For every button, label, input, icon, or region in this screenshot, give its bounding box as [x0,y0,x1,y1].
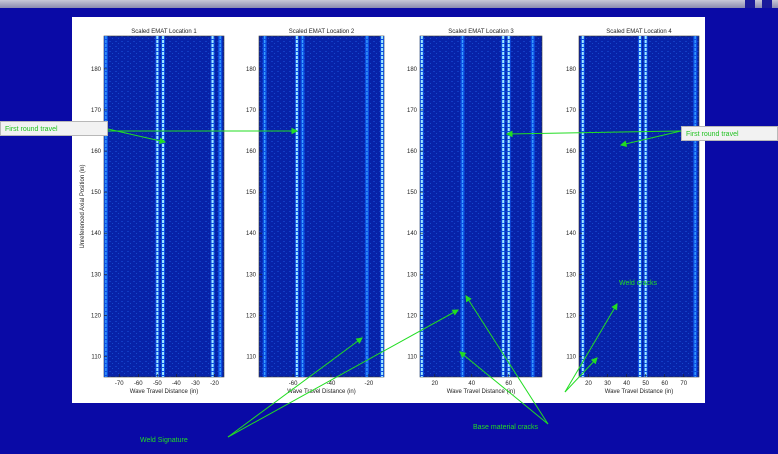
x-tick-label: 40 [623,381,630,387]
x-tick-label: 20 [585,381,592,387]
x-tick-label: 50 [642,381,649,387]
y-tick-label: 120 [246,313,257,319]
x-axis-label: Wave Travel Distance (in) [130,389,198,395]
y-tick-label: 170 [246,108,257,114]
y-tick-label: 150 [91,190,102,196]
y-tick-label: 160 [407,149,418,155]
y-tick-label: 160 [566,149,577,155]
panel-title: Scaled EMAT Location 4 [606,29,672,35]
y-tick-label: 130 [566,272,577,278]
y-tick-label: 160 [91,149,102,155]
x-tick-label: -70 [115,381,124,387]
panel-title: Scaled EMAT Location 2 [289,29,355,35]
first-round-travel-label-right: First round travel [681,126,778,141]
y-tick-label: 150 [566,190,577,196]
base-material-cracks-label: Base material cracks [473,424,538,431]
y-tick-label: 110 [566,354,576,360]
y-tick-label: 180 [407,67,418,73]
y-tick-label: 150 [407,190,418,196]
y-tick-label: 160 [246,149,257,155]
y-tick-label: 110 [407,354,417,360]
emat-panel-3: Scaled EMAT Location 3 110 120 130 140 150 160… [407,29,542,395]
first-round-travel-label-left: First round travel [0,121,108,136]
y-tick-label: 180 [246,67,257,73]
weld-signature-label: Weld Signature [140,437,188,444]
emat-panel-2: Scaled EMAT Location 2 110 120 130 140 150 160… [246,29,384,395]
y-tick-label: 180 [566,67,577,73]
x-tick-label: -60 [134,381,143,387]
y-tick-label: 120 [566,313,577,319]
y-tick-label: 130 [91,272,102,278]
plot-area [420,36,542,377]
x-tick-label: 30 [604,381,611,387]
y-tick-label: 140 [566,231,577,237]
emat-panel-4: Scaled EMAT Location 4 110 120 130 140 150 160… [566,29,699,395]
y-tick-label: 140 [91,231,102,237]
y-tick-label: 120 [407,313,418,319]
y-tick-label: 140 [246,231,257,237]
y-tick-label: 110 [91,354,101,360]
panel-title: Scaled EMAT Location 3 [448,29,514,35]
y-tick-label: 120 [91,313,102,319]
x-tick-label: -30 [191,381,200,387]
y-tick-label: 170 [566,108,577,114]
y-axis-label: Unreferenced Axial Position (in) [80,164,86,248]
weld-cracks-label: Weld cracks [619,280,657,287]
y-tick-label: 150 [246,190,257,196]
y-tick-label: 170 [407,108,418,114]
y-tick-label: 130 [246,272,257,278]
x-tick-label: 70 [680,381,687,387]
panel-title: Scaled EMAT Location 1 [131,29,197,35]
y-tick-label: 170 [91,108,102,114]
x-axis-label: Wave Travel Distance (in) [447,389,515,395]
x-tick-label: -40 [172,381,181,387]
y-tick-label: 110 [246,354,256,360]
emat-panel-1: Scaled EMAT Location 1 110 120 130 140 150 160… [80,29,224,395]
x-tick-label: -50 [153,381,162,387]
x-axis-label: Wave Travel Distance (in) [287,389,355,395]
x-tick-label: 60 [661,381,668,387]
x-tick-label: -20 [210,381,219,387]
x-tick-label: 60 [505,381,512,387]
x-tick-label: 40 [468,381,475,387]
x-tick-label: -20 [365,381,374,387]
y-tick-label: 140 [407,231,418,237]
x-axis-label: Wave Travel Distance (in) [605,389,673,395]
y-tick-label: 180 [91,67,102,73]
y-tick-label: 130 [407,272,418,278]
x-tick-label: 20 [431,381,438,387]
